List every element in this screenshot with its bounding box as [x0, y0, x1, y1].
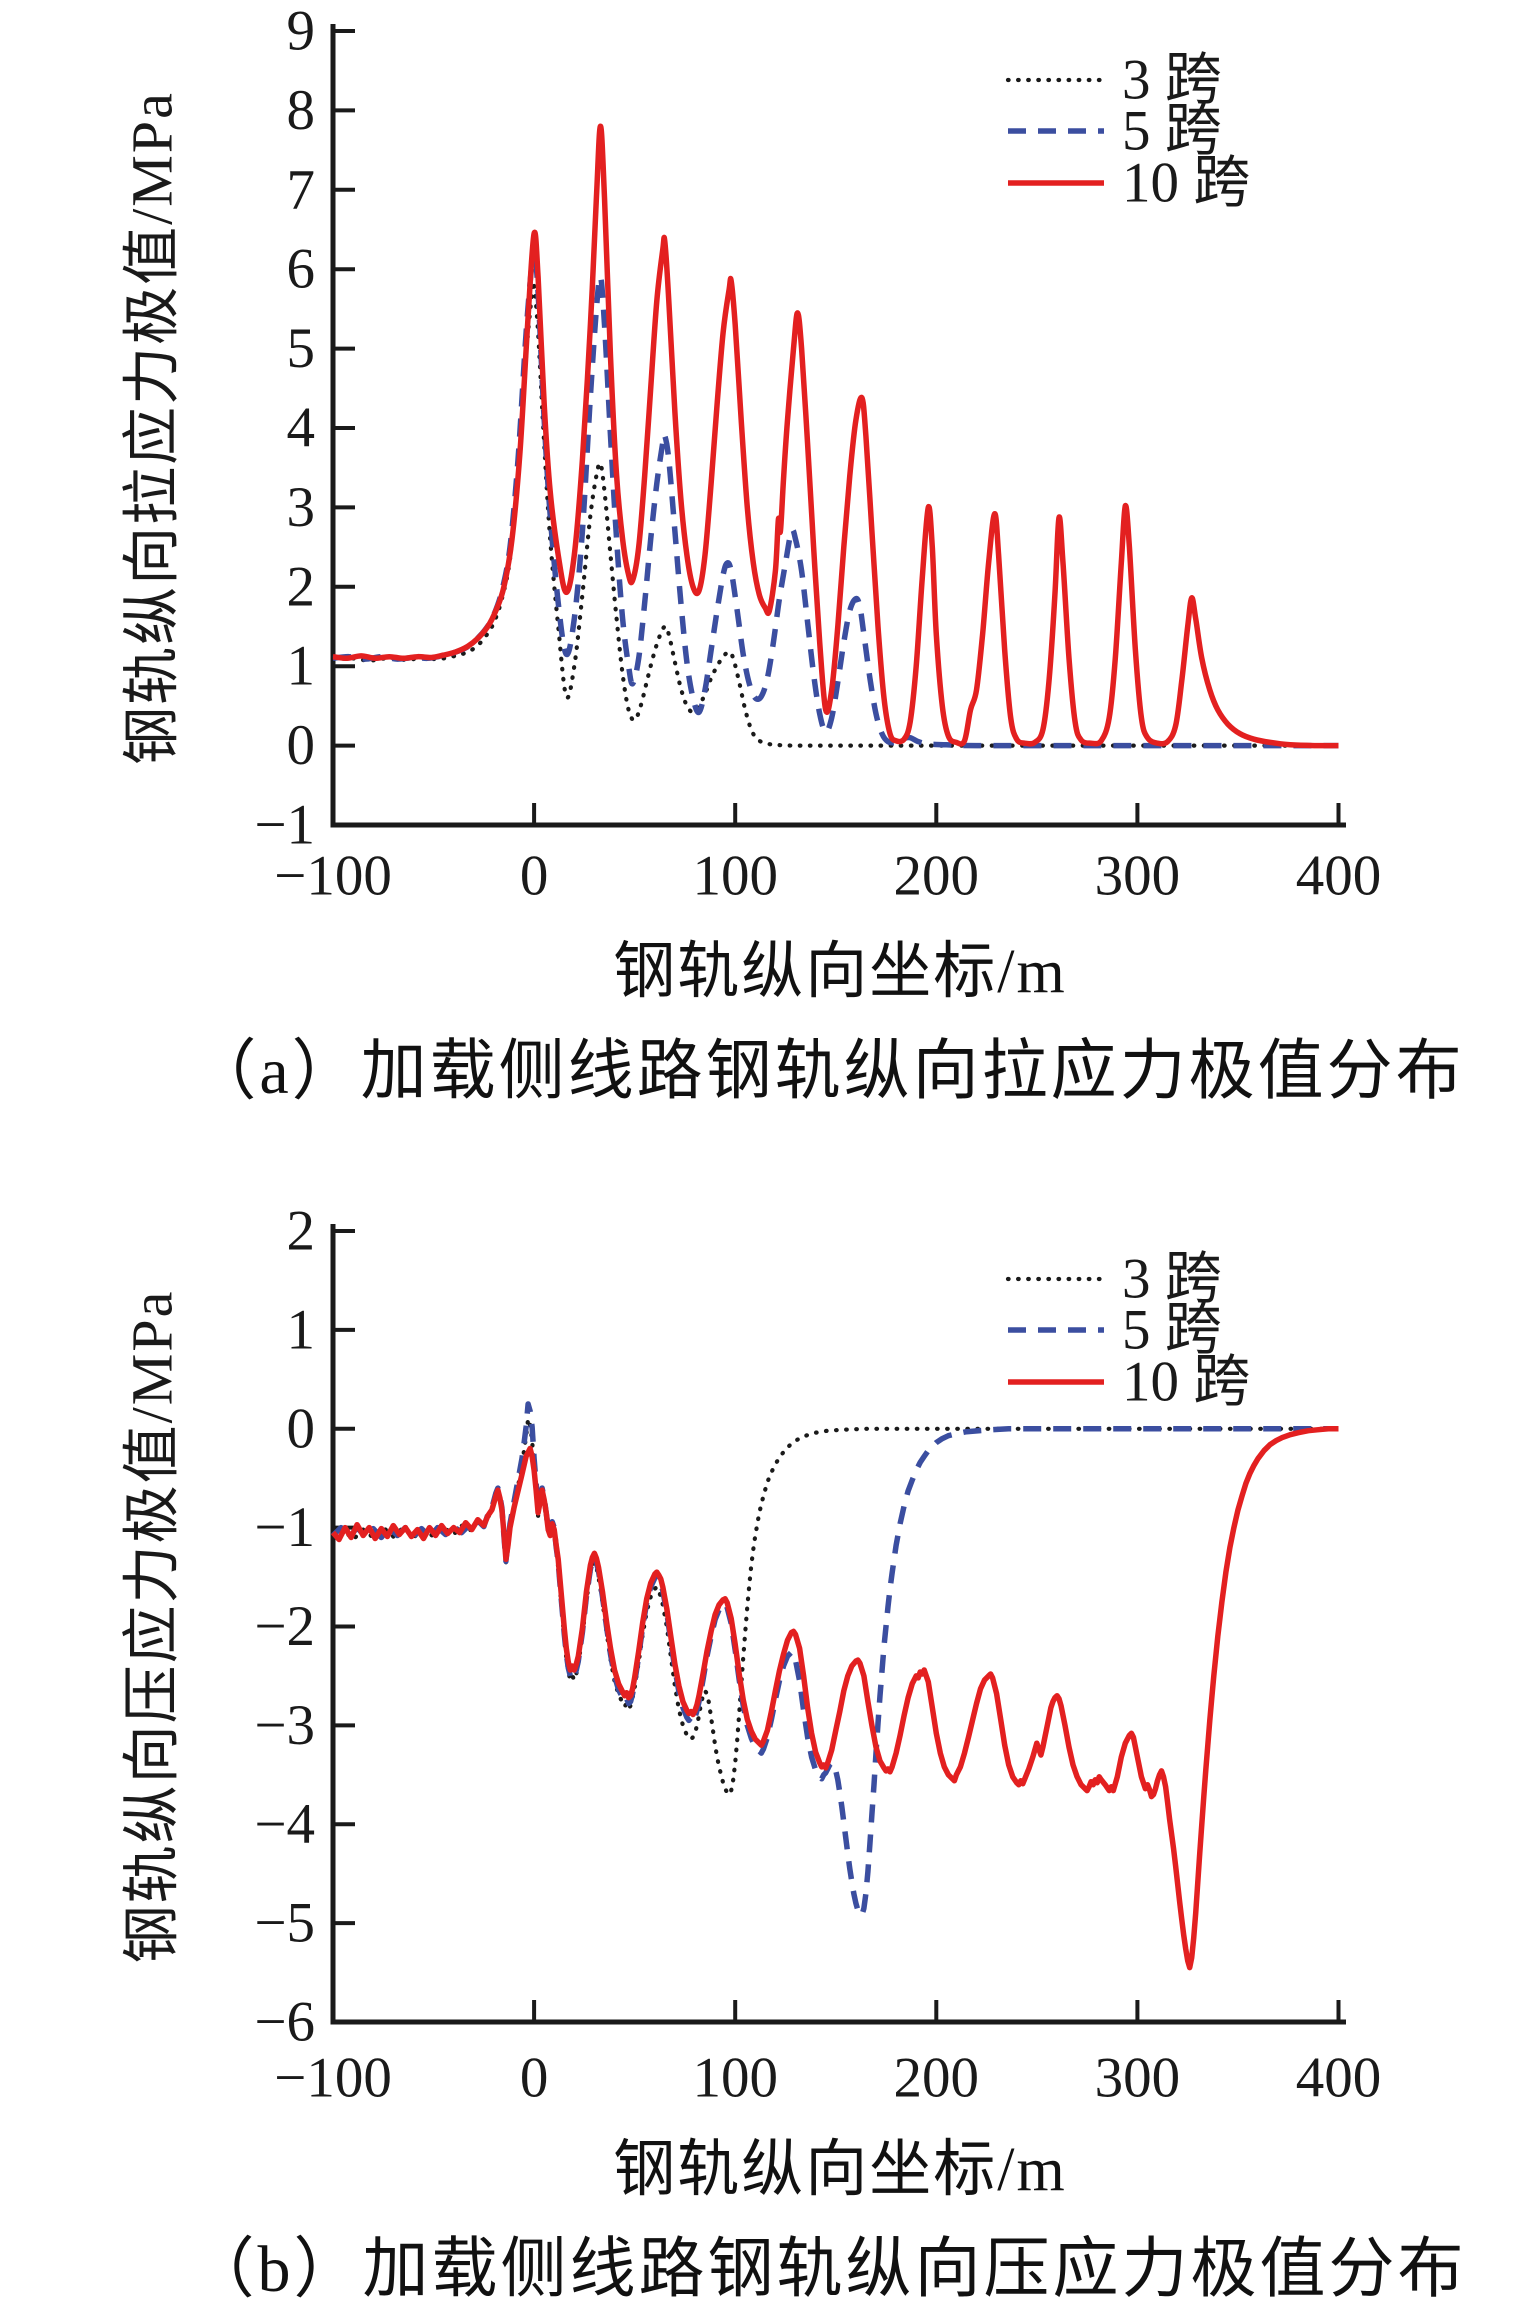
y-tick-label: −6 — [254, 1991, 315, 2054]
y-tick-label: 0 — [287, 1397, 316, 1460]
series-10跨 — [332, 123, 1339, 749]
series-5跨 — [331, 1401, 1339, 1918]
x-tick-label: 100 — [692, 845, 778, 908]
y-axis-title: 钢轨纵向拉应力极值/MPa — [120, 91, 185, 765]
y-tick-label: −1 — [254, 1496, 315, 1559]
y-tick-label: 8 — [287, 79, 316, 142]
caption-a: （a）加载侧线路钢轨纵向拉应力极值分布 — [190, 1035, 1465, 1108]
y-tick-label: −3 — [254, 1694, 315, 1757]
legend-label: 5 跨 — [1122, 100, 1222, 163]
legend-label: 10 跨 — [1122, 1351, 1250, 1414]
y-tick-label: 5 — [287, 317, 316, 380]
y-tick-label: 1 — [287, 635, 316, 698]
caption-b: （b）加载侧线路钢轨纵向压应力极值分布 — [188, 2233, 1467, 2303]
x-axis-title-a: 钢轨纵向坐标/m — [613, 938, 1067, 1006]
y-tick-label: −5 — [254, 1892, 315, 1955]
x-tick-label: 300 — [1095, 2047, 1181, 2110]
x-tick-label: 400 — [1296, 2047, 1382, 2110]
figure-b: −6 −5 −4 −3 −2 −1 0 1 2 −100 0 100 200 300 400 钢轨纵向压应力极… — [0, 1188, 1535, 2303]
x-tick-label: 300 — [1095, 845, 1181, 908]
x-tick-label: −100 — [274, 845, 392, 908]
figure-a: −1 0 1 2 3 4 5 6 7 8 9 −100 0 100 200 300 400 钢轨纵向拉应力极值/M… — [0, 0, 1535, 1115]
x-tick-label: −100 — [274, 2047, 392, 2110]
y-tick-label: 1 — [287, 1298, 316, 1361]
chart-b-plot: −6 −5 −4 −3 −2 −1 0 1 2 −100 0 100 200 300 400 钢轨纵向压应力极… — [120, 1200, 1382, 2110]
y-tick-label: 4 — [287, 397, 316, 460]
y-tick-label: 6 — [287, 238, 316, 301]
legend-label: 3 跨 — [1122, 1248, 1222, 1311]
y-tick-label: 9 — [287, 0, 316, 63]
x-axis-title-b: 钢轨纵向坐标/m — [613, 2136, 1067, 2204]
legend-label: 5 跨 — [1122, 1299, 1222, 1362]
y-tick-label: 7 — [287, 158, 316, 221]
y-tick-label: 2 — [287, 555, 316, 618]
y-tick-label: −4 — [254, 1793, 315, 1856]
x-tick-label: 0 — [520, 2047, 549, 2110]
y-tick-label: −2 — [254, 1595, 315, 1658]
y-tick-label: 0 — [287, 714, 316, 777]
series-10跨 — [330, 1426, 1339, 1971]
x-tick-label: 200 — [894, 845, 980, 908]
x-tick-label: 400 — [1296, 845, 1382, 908]
y-tick-label: 3 — [287, 476, 316, 539]
legend-label: 3 跨 — [1122, 49, 1222, 112]
y-axis-title: 钢轨纵向压应力极值/MPa — [120, 1290, 185, 1964]
x-tick-label: 100 — [692, 2047, 778, 2110]
x-tick-label: 200 — [894, 2047, 980, 2110]
series-3跨 — [330, 279, 1341, 748]
chart-a-plot: −1 0 1 2 3 4 5 6 7 8 9 −100 0 100 200 300 400 钢轨纵向拉应力极值/M… — [120, 0, 1382, 908]
y-tick-label: 2 — [287, 1200, 316, 1263]
legend-label: 10 跨 — [1122, 152, 1250, 215]
x-tick-label: 0 — [520, 845, 549, 908]
y-tick-label: −1 — [254, 794, 315, 857]
